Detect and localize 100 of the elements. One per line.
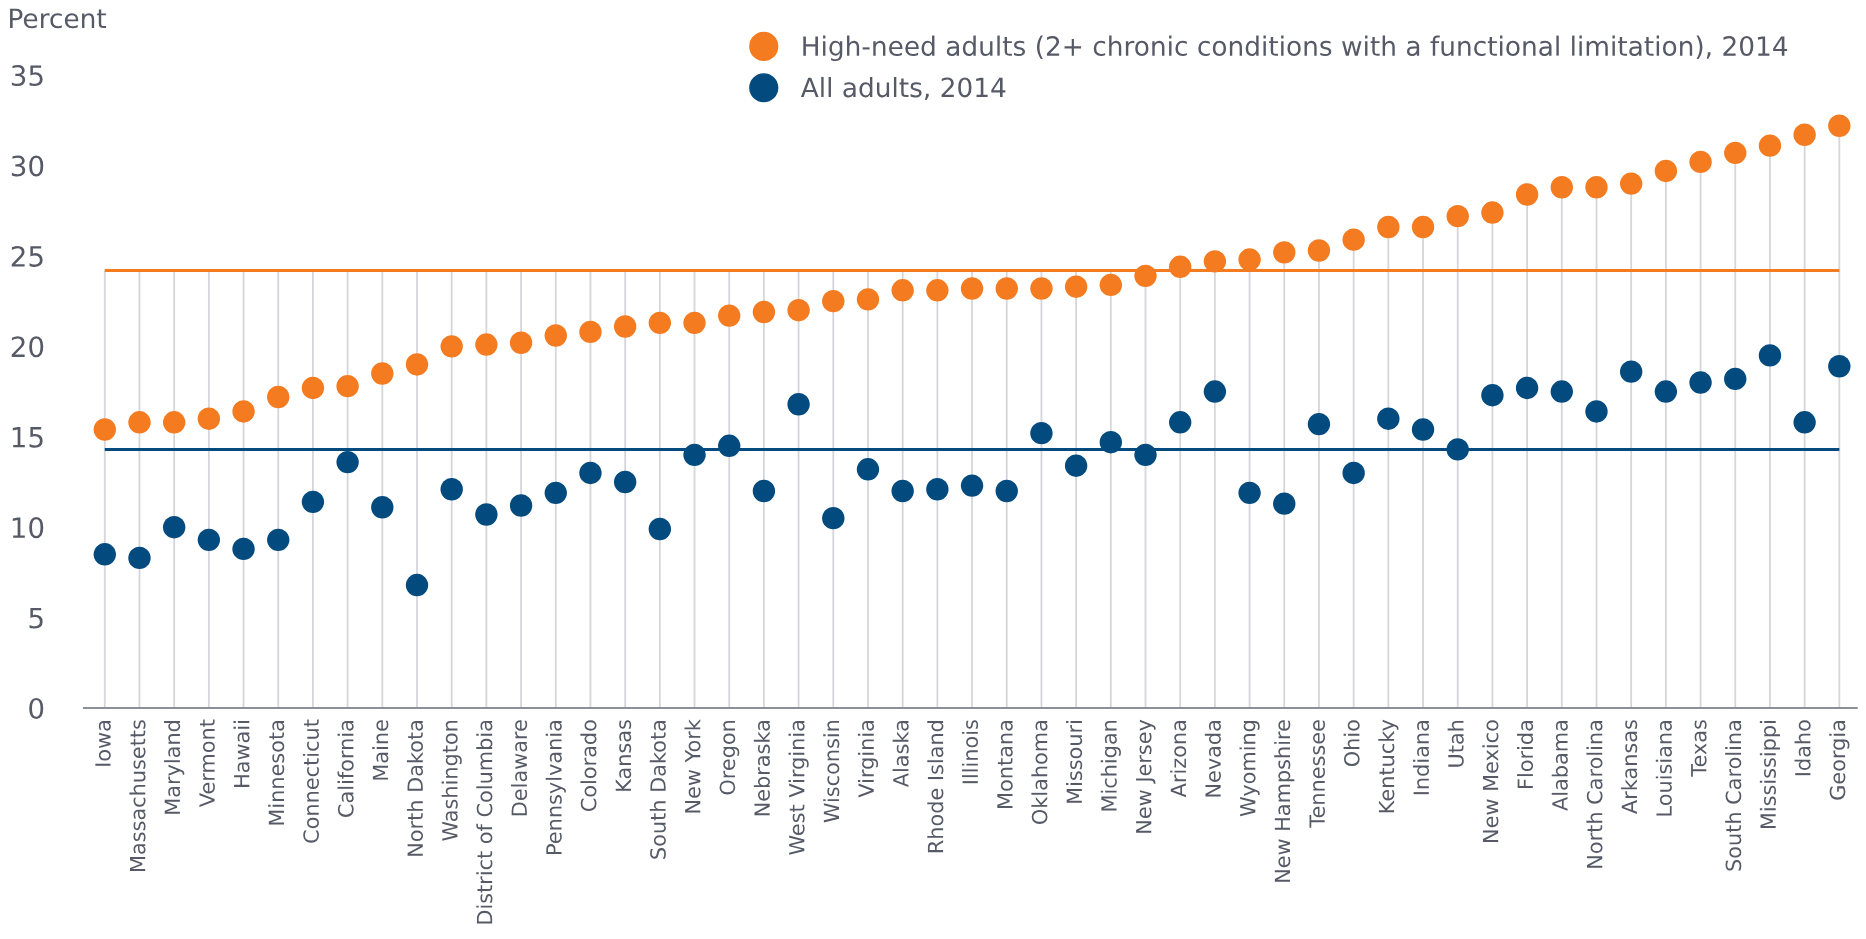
point (718, 304, 741, 327)
point (544, 481, 567, 505)
point (1654, 380, 1678, 403)
x-tick-label: Georgia (1829, 721, 1850, 800)
y-tick-label: 5 (29, 607, 43, 629)
x-tick-label: Louisiana (1655, 721, 1672, 816)
point (1342, 461, 1365, 485)
x-tick-label: Kansas (615, 720, 632, 791)
point (197, 407, 221, 430)
point (752, 300, 776, 324)
x-tick-label: New Hampshire (1274, 720, 1295, 882)
point (267, 385, 290, 409)
point (509, 331, 533, 354)
point (1099, 431, 1123, 454)
point (371, 496, 394, 519)
point (926, 279, 949, 302)
point (1273, 241, 1296, 264)
point (232, 537, 255, 561)
point (1515, 183, 1539, 206)
point (1585, 176, 1608, 199)
x-tick-label: District of Columbia (476, 721, 493, 924)
point (475, 333, 498, 356)
x-tick-label: Wisconsin (823, 720, 840, 823)
point (579, 461, 602, 485)
point (509, 494, 533, 517)
point (336, 450, 359, 474)
x-tick-label: New York (684, 719, 701, 813)
point (891, 479, 914, 503)
x-tick-label: Oklahoma (1031, 721, 1048, 824)
x-tick-label: North Carolina (1586, 721, 1603, 868)
point (1619, 172, 1643, 195)
point (440, 335, 463, 358)
x-tick-label: Arkansas (1621, 720, 1638, 814)
point (1307, 239, 1331, 262)
point (822, 506, 845, 530)
point (856, 458, 880, 481)
point (301, 376, 325, 400)
x-tick-label: Alaska (892, 721, 909, 788)
point (1689, 150, 1712, 174)
point (1446, 438, 1469, 461)
point (162, 515, 186, 539)
point (648, 517, 672, 541)
point (613, 470, 637, 494)
point (1481, 201, 1504, 224)
x-tick-label: Rhode Island (927, 721, 944, 853)
x-tick-label: Mississippi (1759, 721, 1781, 829)
point (1030, 277, 1053, 300)
point (1411, 418, 1435, 441)
x-tick-label: Missouri (1066, 721, 1083, 803)
point (371, 362, 394, 385)
point (1585, 400, 1608, 423)
point (1515, 376, 1539, 400)
y-axis-title: Percent (10, 8, 107, 29)
point (1758, 134, 1782, 157)
point (1689, 371, 1712, 394)
point (1828, 355, 1851, 378)
point (1099, 273, 1123, 297)
y-tick-label: 35 (11, 65, 43, 87)
point (1377, 215, 1400, 239)
point (1724, 367, 1747, 391)
point (1377, 407, 1400, 430)
point (787, 298, 810, 322)
point (1619, 360, 1643, 383)
point (856, 288, 880, 311)
y-tick-label: 30 (11, 155, 44, 177)
x-tick-label: Tennessee (1309, 720, 1326, 828)
x-tick-label: Idaho (1794, 720, 1811, 776)
x-tick-label: Minnesota (268, 721, 285, 825)
x-tick-label: Utah (1447, 720, 1464, 767)
point (475, 503, 498, 526)
point (960, 474, 984, 497)
point (405, 353, 429, 376)
point (1307, 412, 1331, 436)
y-tick-label: 0 (29, 697, 44, 719)
x-tick-label: Connecticut (302, 719, 319, 843)
point (1828, 114, 1851, 137)
point (787, 393, 810, 416)
x-tick-label: Iowa (95, 721, 111, 766)
point (1724, 141, 1747, 165)
point (1550, 380, 1573, 403)
y-tick-label: 15 (12, 427, 43, 448)
point (232, 400, 255, 423)
point (683, 311, 706, 335)
x-tick-label: Virginia (857, 721, 879, 798)
legend-label: High-need adults (2+ chronic conditions with a functional limitation), 2014 (803, 35, 1788, 62)
point (93, 543, 116, 566)
x-tick-label: Arizona (1170, 721, 1187, 798)
point (718, 434, 741, 458)
x-tick-label: California (337, 721, 354, 817)
x-tick-label: Montana (997, 721, 1013, 808)
point (960, 277, 984, 300)
x-tick-label: Alabama (1551, 721, 1568, 811)
x-tick-label: Oregon (719, 720, 740, 795)
point (162, 411, 186, 434)
x-tick-label: Colorado (580, 720, 597, 812)
point (1411, 215, 1435, 239)
point (1654, 159, 1678, 183)
x-tick-label: New Jersey (1136, 719, 1156, 833)
point (336, 374, 359, 398)
point (128, 411, 151, 434)
